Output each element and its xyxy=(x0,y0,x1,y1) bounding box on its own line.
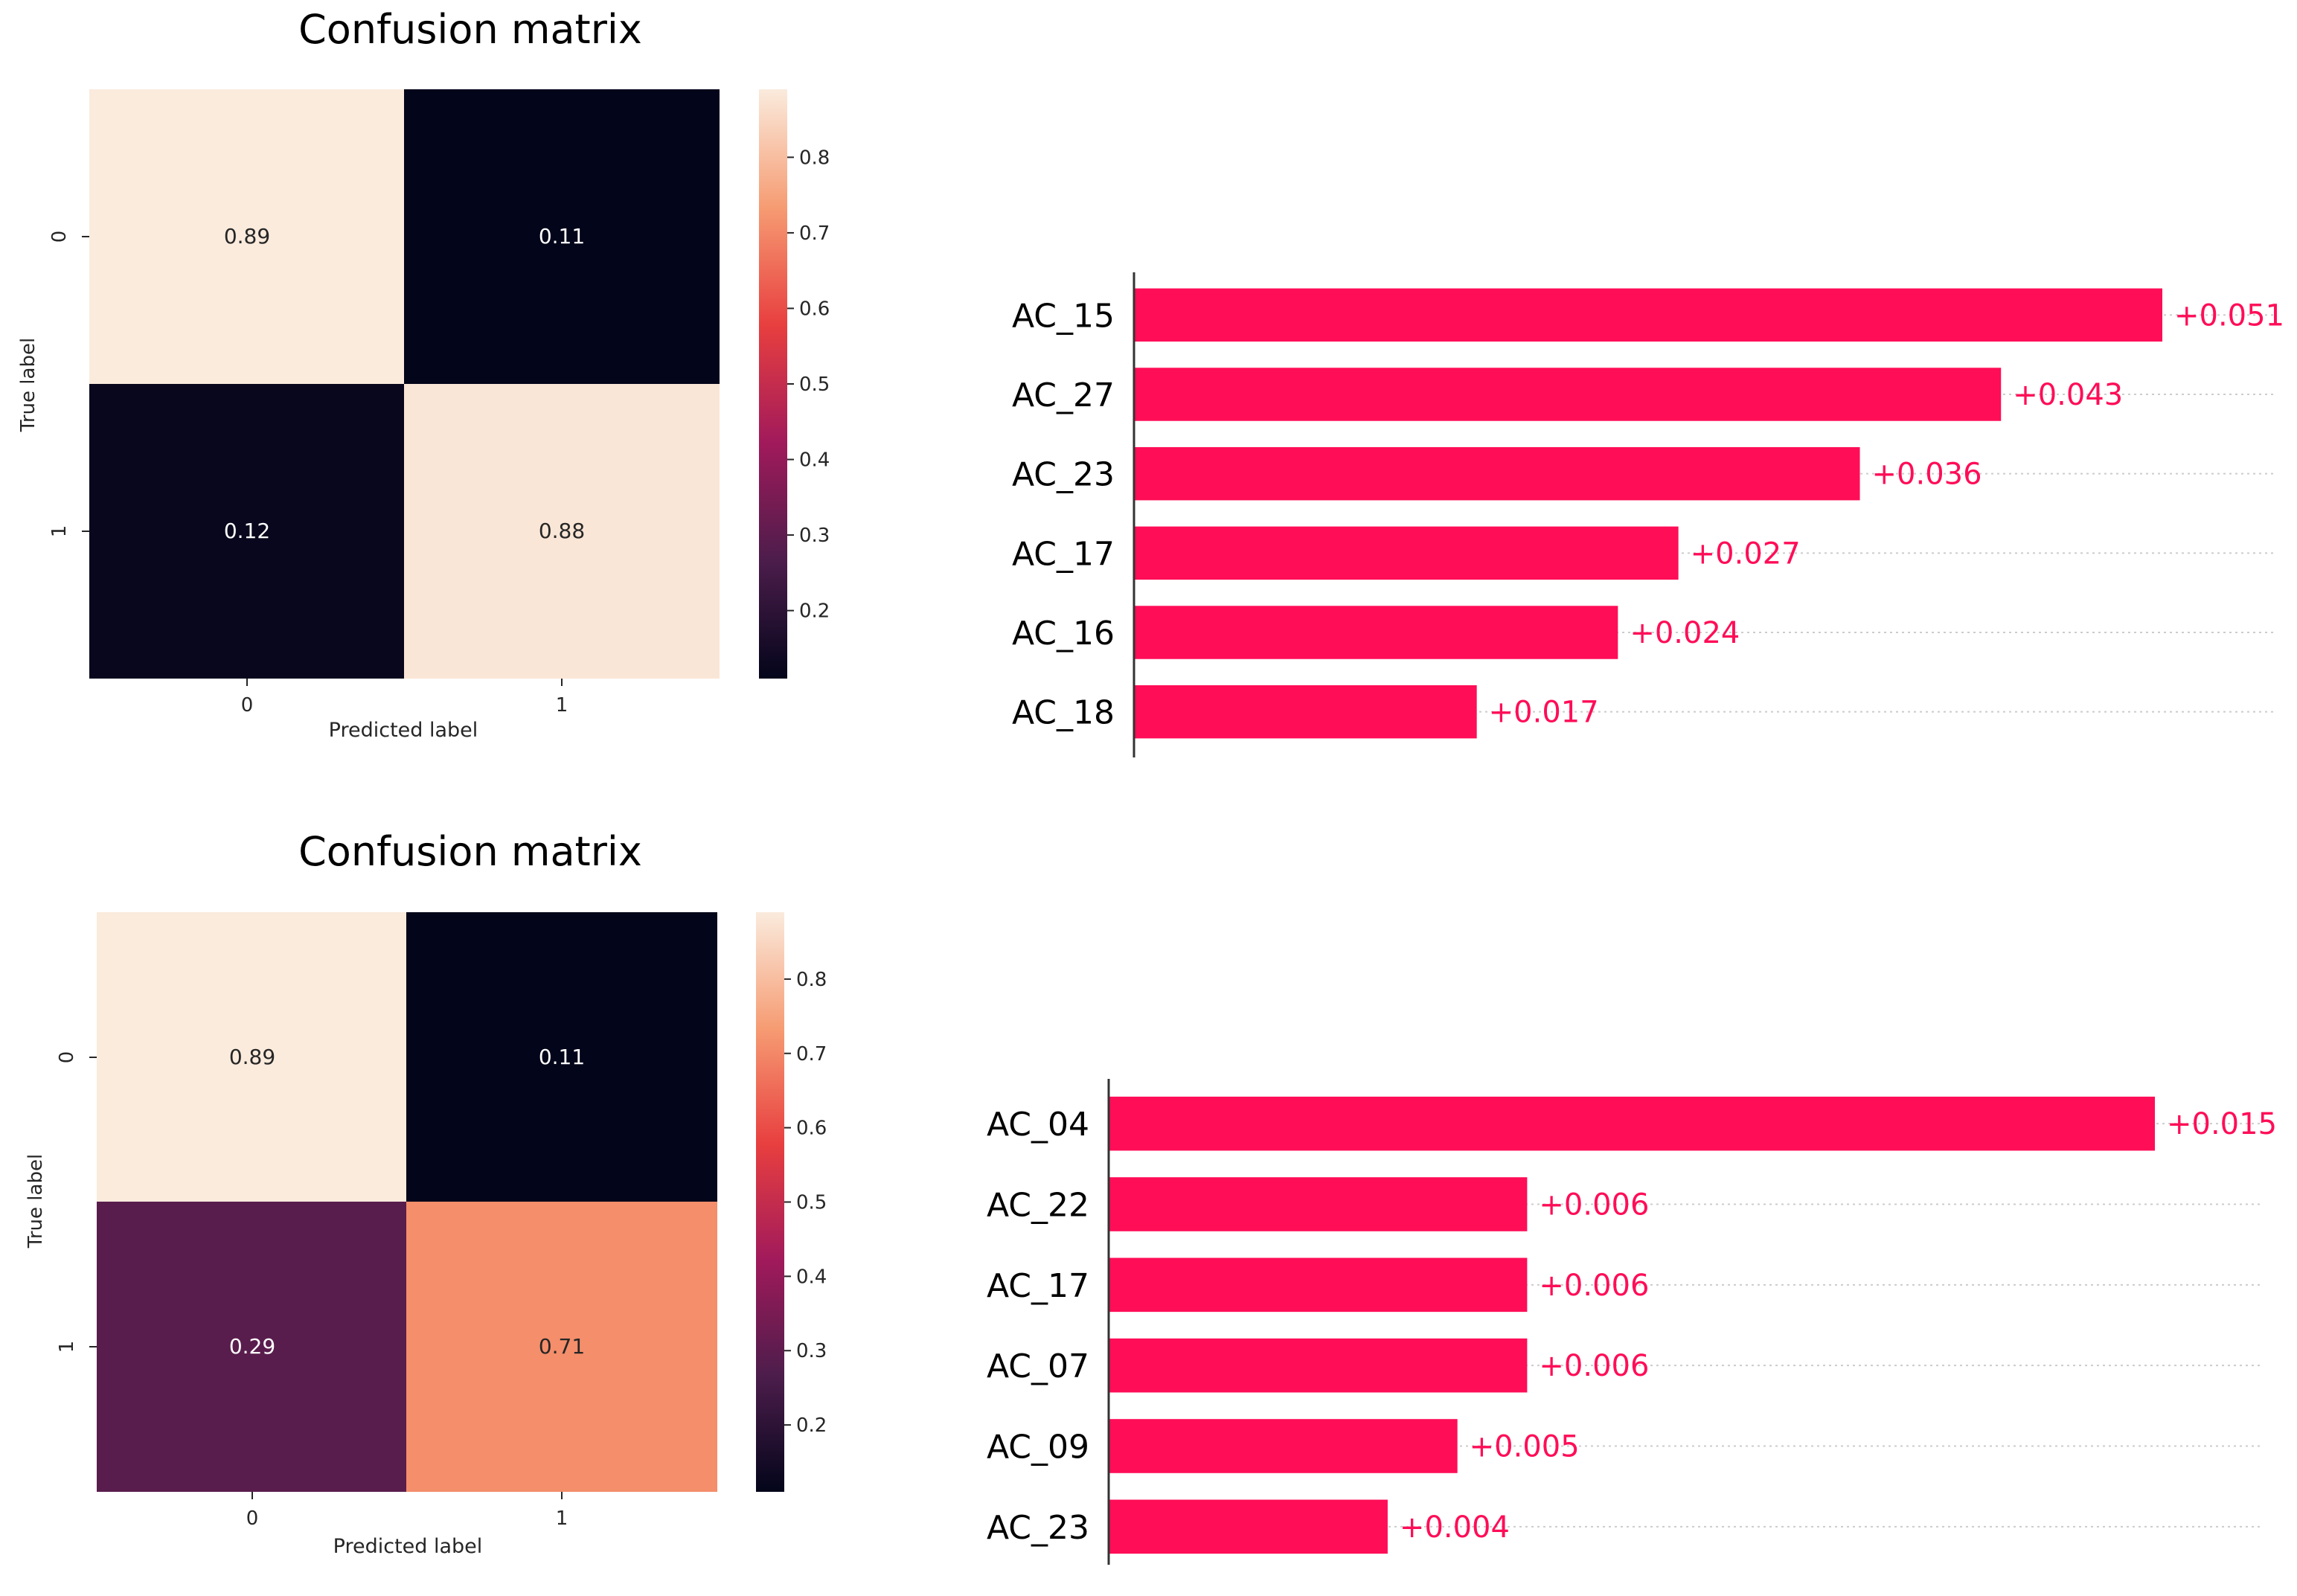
bar-chart-1: AC_15 +0.051 AC_27 +0.043 AC_23 +0.036 AC_17 +0… xyxy=(1012,272,2284,757)
bar xyxy=(1134,606,1618,659)
bar xyxy=(1109,1338,1528,1393)
colorbar-gradient xyxy=(756,912,784,1492)
colorbar-tick-label: 0.2 xyxy=(799,600,830,623)
cell-label: 0.89 xyxy=(224,224,270,249)
category-label: AC_09 xyxy=(987,1429,1089,1467)
colorbar-tick-label: 0.3 xyxy=(796,1340,827,1362)
cell-label: 0.88 xyxy=(539,519,585,543)
value-label: +0.051 xyxy=(2174,298,2284,333)
y-tick-label-1: 1 xyxy=(48,525,71,538)
bar xyxy=(1109,1257,1528,1313)
confusion-matrix-1: Confusion matrix True label Predicted la… xyxy=(17,6,830,742)
category-label: AC_07 xyxy=(987,1347,1089,1385)
heatmap-cell xyxy=(97,1202,406,1492)
heatmap-cell xyxy=(89,89,404,384)
confusion-matrix-2: Confusion matrix True label Predicted la… xyxy=(25,828,827,1558)
category-label: AC_27 xyxy=(1012,376,1115,414)
y-tick-label-0: 0 xyxy=(56,1051,78,1064)
category-label: AC_15 xyxy=(1012,297,1115,335)
bar xyxy=(1134,446,1860,501)
cell-label: 0.89 xyxy=(229,1045,275,1069)
value-label: +0.004 xyxy=(1400,1510,1510,1545)
bar xyxy=(1134,526,1679,580)
heatmap-cell xyxy=(404,384,720,679)
bar xyxy=(1109,1419,1458,1473)
colorbar-tick-label: 0.4 xyxy=(796,1266,827,1288)
colorbar-tick-label: 0.8 xyxy=(799,147,830,169)
category-label: AC_18 xyxy=(1012,694,1115,732)
cell-label: 0.71 xyxy=(539,1334,585,1359)
heatmap-xlabel: Predicted label xyxy=(329,719,478,742)
value-label: +0.043 xyxy=(2013,378,2123,412)
category-label: AC_16 xyxy=(1012,615,1115,653)
value-label: +0.005 xyxy=(1470,1430,1580,1464)
value-label: +0.027 xyxy=(1691,536,1801,571)
heatmap-xlabel: Predicted label xyxy=(333,1535,483,1558)
heatmap-cell xyxy=(406,1202,717,1492)
cell-label: 0.29 xyxy=(229,1334,275,1359)
colorbar-tick-label: 0.5 xyxy=(799,374,830,396)
bar xyxy=(1109,1499,1388,1554)
value-label: +0.036 xyxy=(1872,458,1982,492)
y-tick-label-0: 0 xyxy=(48,231,71,243)
bar xyxy=(1134,685,1477,739)
colorbar-tick-label: 0.3 xyxy=(799,525,830,547)
colorbar-tick-label: 0.2 xyxy=(796,1414,827,1437)
bar xyxy=(1134,288,2162,342)
x-tick-label-0: 0 xyxy=(246,1507,259,1530)
value-label: +0.006 xyxy=(1539,1269,1649,1303)
heatmap-title: Confusion matrix xyxy=(298,828,642,875)
bar xyxy=(1134,368,2002,421)
colorbar-tick-label: 0.5 xyxy=(796,1192,827,1214)
heatmap-cell xyxy=(89,384,404,679)
bar xyxy=(1109,1096,2155,1151)
value-label: +0.017 xyxy=(1489,696,1599,730)
value-label: +0.006 xyxy=(1539,1349,1649,1383)
colorbar-tick-label: 0.6 xyxy=(796,1118,827,1140)
colorbar-tick-label: 0.7 xyxy=(799,222,830,245)
colorbar-tick-label: 0.6 xyxy=(799,298,830,320)
heatmap-cell xyxy=(406,912,717,1202)
colorbar-gradient xyxy=(759,89,787,679)
value-label: +0.024 xyxy=(1630,616,1740,650)
category-label: AC_17 xyxy=(987,1267,1089,1305)
cell-label: 0.11 xyxy=(539,1045,585,1069)
category-label: AC_23 xyxy=(1012,456,1115,494)
heatmap-cell xyxy=(97,912,406,1202)
cell-label: 0.12 xyxy=(224,519,270,543)
bar-chart-2: AC_04 +0.015 AC_22 +0.006 AC_17 +0.006 AC_07 +0… xyxy=(987,1079,2277,1565)
colorbar: 0.2 0.3 0.4 0.5 0.6 0.7 0.8 xyxy=(756,912,827,1492)
value-label: +0.015 xyxy=(2167,1107,2277,1141)
heatmap-title: Confusion matrix xyxy=(298,6,642,53)
category-label: AC_22 xyxy=(987,1187,1089,1225)
heatmap-ylabel: True label xyxy=(25,1154,47,1249)
x-tick-label-0: 0 xyxy=(241,694,254,717)
x-tick-label-1: 1 xyxy=(556,1507,568,1530)
colorbar-tick-label: 0.7 xyxy=(796,1043,827,1065)
value-label: +0.006 xyxy=(1539,1188,1649,1222)
category-label: AC_23 xyxy=(987,1509,1089,1547)
category-label: AC_17 xyxy=(1012,535,1115,573)
x-tick-label-1: 1 xyxy=(556,694,568,717)
heatmap-cell xyxy=(404,89,720,384)
y-tick-label-1: 1 xyxy=(56,1341,78,1353)
colorbar-tick-label: 0.8 xyxy=(796,969,827,991)
cell-label: 0.11 xyxy=(539,224,585,249)
heatmap-ylabel: True label xyxy=(17,338,39,432)
bar xyxy=(1109,1177,1528,1231)
colorbar-tick-label: 0.4 xyxy=(799,449,830,472)
category-label: AC_04 xyxy=(987,1106,1089,1144)
colorbar: 0.2 0.3 0.4 0.5 0.6 0.7 0.8 xyxy=(759,89,830,679)
